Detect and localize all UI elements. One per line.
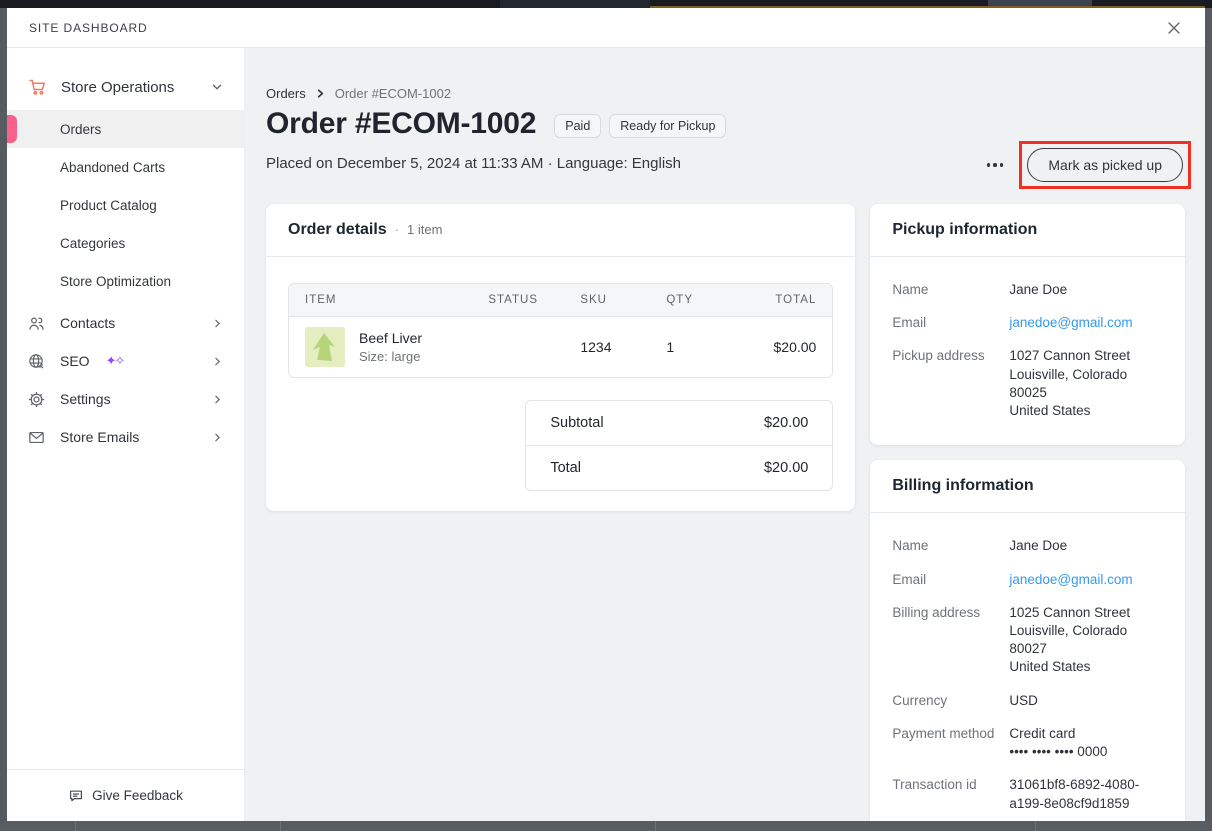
total-row: Total $20.00: [526, 445, 833, 490]
column-header-status: STATUS: [488, 294, 539, 306]
sidebar-item-seo[interactable]: SEO ✦✧: [7, 342, 244, 380]
total-label: Total: [550, 460, 581, 476]
chevron-right-icon: [211, 393, 224, 406]
separator-dot: ·: [394, 222, 400, 237]
breadcrumb-chevron-icon: [315, 88, 326, 99]
column-header-sku: SKU: [580, 294, 607, 306]
contacts-icon: [27, 314, 46, 333]
sidebar-item-label: Product Catalog: [60, 197, 157, 213]
info-row-transaction-id: Transaction id 31061bf8-6892-4080-a199-8…: [892, 777, 1140, 811]
order-details-card: Order details · 1 item ITEM STATUS SKU Q…: [266, 204, 856, 511]
sidebar-item-store-emails[interactable]: Store Emails: [7, 418, 244, 456]
breadcrumb-current: Order #ECOM-1002: [334, 86, 452, 101]
chevron-right-icon: [211, 317, 224, 330]
sidebar-item-label: Categories: [60, 235, 126, 251]
item-qty: 1: [666, 339, 675, 355]
more-actions-icon[interactable]: [985, 157, 1006, 173]
billing-information-title: Billing information: [892, 477, 1034, 495]
billing-information-card: Billing information Name Jane Doe Email …: [870, 460, 1185, 821]
info-row-payment-method: Payment method Credit card •••• •••• •••…: [892, 725, 1108, 760]
info-row-billing-address: Billing address 1025 Cannon Street Louis…: [892, 604, 1131, 675]
order-details-title: Order details: [288, 221, 387, 238]
sidebar: Store Operations Orders Abandoned Carts …: [7, 48, 245, 821]
chevron-right-icon: [211, 355, 224, 368]
gear-icon: [27, 390, 46, 409]
selected-indicator: [7, 115, 17, 143]
feedback-bubble-icon: [68, 788, 84, 804]
order-totals: Subtotal $20.00 Total $20.00: [525, 400, 834, 491]
sidebar-item-label: Store Operations: [61, 78, 175, 96]
sidebar-item-label: Orders: [60, 121, 102, 137]
modal-title: SITE DASHBOARD: [29, 20, 148, 35]
item-variant: Size: large: [359, 349, 421, 364]
info-row-email: Email janedoe@gmail.com: [892, 314, 1163, 332]
item-name: Beef Liver: [359, 330, 423, 346]
feedback-label: Give Feedback: [92, 788, 183, 803]
chevron-down-icon: [210, 80, 224, 94]
column-header-total: TOTAL: [775, 294, 817, 306]
main-content: Orders Order #ECOM-1002 Order #ECOM-1002…: [245, 48, 1205, 821]
table-row: Beef Liver Size: large 1234 1 $20.00: [289, 317, 833, 377]
subtotal-label: Subtotal: [550, 415, 604, 431]
background-page-bottom: [0, 821, 1212, 831]
background-page-left: [0, 8, 7, 821]
status-badge-fulfillment: Ready for Pickup: [609, 114, 727, 138]
info-row-currency: Currency USD: [892, 692, 1038, 708]
cart-icon: [27, 77, 47, 97]
item-sku: 1234: [580, 339, 612, 355]
item-total: $20.00: [773, 339, 817, 355]
subtotal-row: Subtotal $20.00: [526, 401, 832, 445]
sidebar-item-contacts[interactable]: Contacts: [7, 304, 244, 342]
sidebar-item-label: Abandoned Carts: [60, 159, 166, 175]
sidebar-item-store-optimization[interactable]: Store Optimization: [7, 262, 244, 300]
email-link[interactable]: janedoe@gmail.com: [1009, 315, 1133, 331]
info-row-name: Name Jane Doe: [892, 282, 1068, 297]
mark-as-picked-up-button[interactable]: Mark as picked up: [1027, 148, 1183, 182]
ai-sparkles-icon: ✦✧: [105, 353, 126, 368]
info-row-name: Name Jane Doe: [892, 538, 1068, 554]
background-page-right: [1205, 8, 1212, 821]
info-row-email: Email janedoe@gmail.com: [892, 571, 1163, 589]
browser-top-strip: [0, 0, 1212, 8]
column-header-qty: QTY: [666, 294, 693, 306]
items-count: 1 item: [407, 222, 443, 237]
order-subtitle: Placed on December 5, 2024 at 11:33 AM ·…: [266, 155, 681, 172]
chevron-right-icon: [211, 431, 224, 444]
sidebar-item-label: Settings: [60, 391, 111, 407]
sidebar-item-product-catalog[interactable]: Product Catalog: [7, 186, 244, 224]
give-feedback-button[interactable]: Give Feedback: [7, 769, 244, 821]
sidebar-item-label: SEO: [60, 353, 90, 369]
info-row-pickup-address: Pickup address 1027 Cannon Street Louisv…: [892, 348, 1131, 419]
sidebar-item-settings[interactable]: Settings: [7, 380, 244, 418]
breadcrumb: Orders Order #ECOM-1002: [266, 86, 1185, 101]
site-dashboard-modal: SITE DASHBOARD Store Operations: [7, 8, 1205, 821]
page-title: Order #ECOM-1002: [266, 107, 537, 140]
modal-header: SITE DASHBOARD: [7, 8, 1205, 48]
envelope-icon: [27, 428, 46, 447]
sidebar-item-categories[interactable]: Categories: [7, 224, 244, 262]
total-value: $20.00: [763, 460, 809, 476]
sidebar-item-label: Store Emails: [60, 429, 140, 445]
item-status: [472, 337, 564, 357]
order-items-table: ITEM STATUS SKU QTY TOTAL: [288, 283, 834, 378]
product-thumbnail: [305, 327, 345, 367]
breadcrumb-orders-link[interactable]: Orders: [266, 86, 306, 101]
sidebar-item-orders[interactable]: Orders: [7, 110, 244, 148]
subtotal-value: $20.00: [763, 415, 809, 431]
globe-search-icon: [27, 352, 46, 371]
pickup-information-card: Pickup information Name Jane Doe Email j…: [870, 204, 1185, 446]
table-header-row: ITEM STATUS SKU QTY TOTAL: [289, 284, 833, 317]
sidebar-item-abandoned-carts[interactable]: Abandoned Carts: [7, 148, 244, 186]
status-badge-paid: Paid: [554, 114, 602, 138]
sidebar-item-label: Contacts: [60, 315, 116, 331]
sidebar-item-store-operations[interactable]: Store Operations: [7, 64, 244, 110]
close-icon[interactable]: [1165, 19, 1183, 37]
sidebar-item-label: Store Optimization: [60, 273, 172, 289]
column-header-item: ITEM: [305, 294, 337, 306]
email-link[interactable]: janedoe@gmail.com: [1009, 571, 1133, 587]
pickup-information-title: Pickup information: [892, 221, 1038, 238]
